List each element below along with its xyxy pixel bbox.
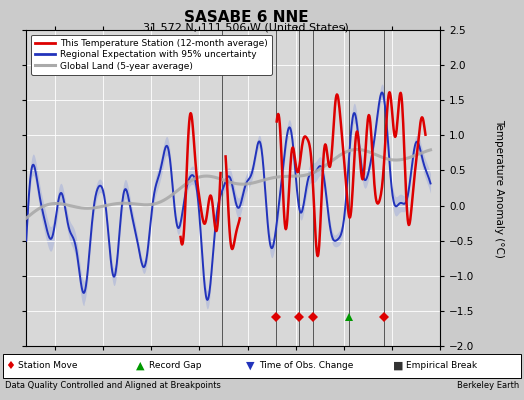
Text: ▲: ▲ (136, 361, 145, 371)
Text: ■: ■ (393, 361, 403, 371)
Text: 31.572 N, 111.506 W (United States): 31.572 N, 111.506 W (United States) (144, 22, 349, 32)
Text: Empirical Break: Empirical Break (406, 362, 477, 370)
Text: ♦: ♦ (5, 361, 15, 371)
Text: Data Quality Controlled and Aligned at Breakpoints: Data Quality Controlled and Aligned at B… (5, 381, 221, 390)
Text: Station Move: Station Move (18, 362, 78, 370)
Legend: This Temperature Station (12-month average), Regional Expectation with 95% uncer: This Temperature Station (12-month avera… (31, 34, 272, 75)
Text: Time of Obs. Change: Time of Obs. Change (259, 362, 354, 370)
Y-axis label: Temperature Anomaly (°C): Temperature Anomaly (°C) (494, 118, 504, 258)
Text: ▼: ▼ (246, 361, 255, 371)
Text: Record Gap: Record Gap (149, 362, 202, 370)
Text: SASABE 6 NNE: SASABE 6 NNE (184, 10, 309, 25)
Text: Berkeley Earth: Berkeley Earth (456, 381, 519, 390)
